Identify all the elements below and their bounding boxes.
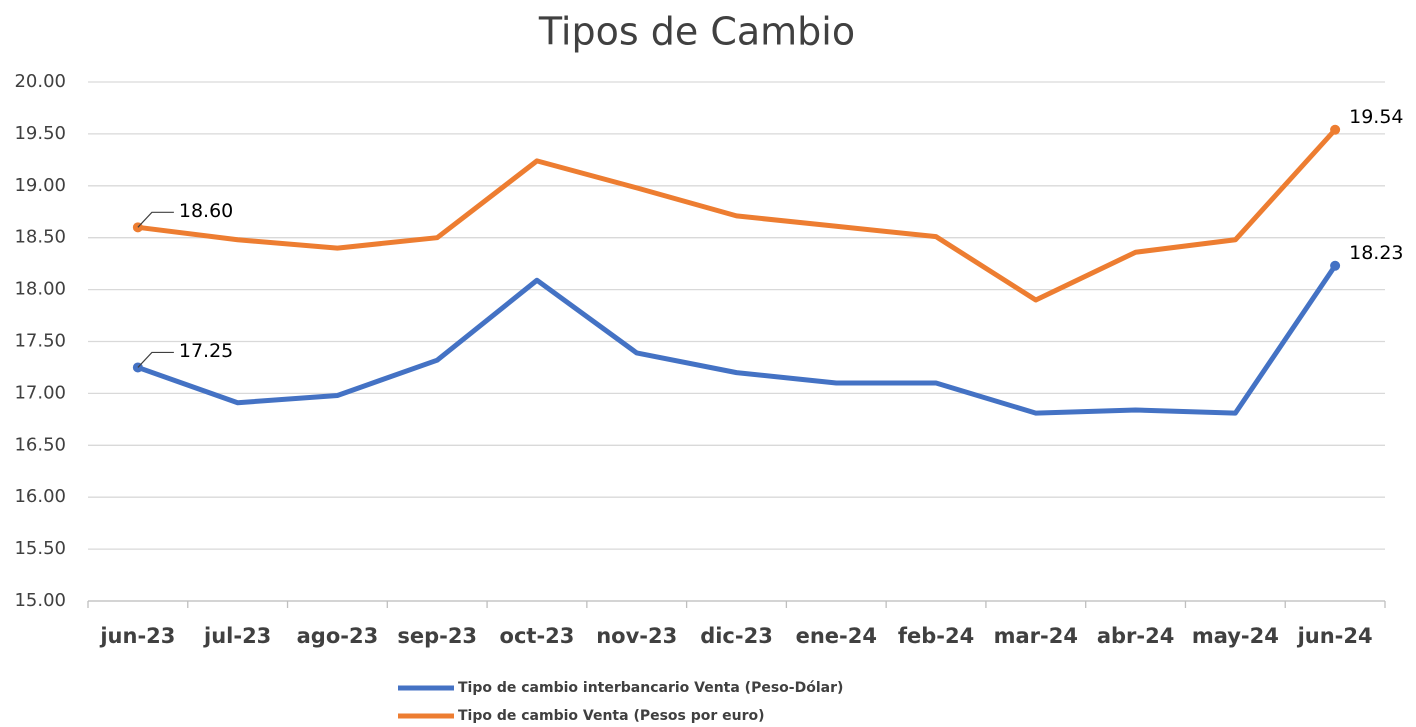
y-tick-label: 15.50 (14, 538, 66, 559)
x-tick-label: dic-23 (700, 624, 773, 648)
point-marker (1330, 124, 1341, 135)
x-tick-label: mar-24 (994, 624, 1078, 648)
y-tick-label: 18.50 (14, 227, 66, 248)
data-label: 18.23 (1349, 242, 1403, 264)
y-tick-label: 17.50 (14, 331, 66, 352)
x-tick-label: ago-23 (297, 624, 379, 648)
x-tick-label: oct-23 (500, 624, 575, 648)
y-tick-label: 19.00 (14, 175, 66, 196)
series-line (135, 127, 1338, 303)
x-tick-label: jun-24 (1297, 624, 1373, 648)
chart-title: Tipos de Cambio (538, 10, 855, 54)
x-tick-label: feb-24 (898, 624, 974, 648)
point-marker (1330, 260, 1341, 271)
x-tick-label: jul-23 (203, 624, 271, 648)
y-tick-label: 18.00 (14, 279, 66, 300)
y-tick-label: 16.00 (14, 486, 66, 507)
y-tick-label: 15.00 (14, 590, 66, 611)
data-label: 19.54 (1349, 106, 1403, 128)
label-leader (137, 211, 174, 228)
x-tick-label: jun-23 (99, 624, 175, 648)
x-tick-label: nov-23 (596, 624, 677, 648)
data-label: 17.25 (179, 340, 233, 362)
y-tick-label: 16.50 (14, 434, 66, 455)
data-label: 18.60 (179, 200, 233, 222)
legend-label: Tipo de cambio Venta (Pesos por euro) (458, 708, 765, 724)
series-line (135, 263, 1338, 416)
x-tick-label: sep-23 (397, 624, 477, 648)
legend-label: Tipo de cambio interbancario Venta (Peso… (458, 680, 843, 696)
x-tick-label: may-24 (1192, 624, 1279, 648)
label-leader (137, 351, 174, 368)
y-tick-label: 20.00 (14, 71, 66, 92)
x-tick-label: ene-24 (796, 624, 877, 648)
y-tick-label: 19.50 (14, 123, 66, 144)
x-tick-label: abr-24 (1097, 624, 1175, 648)
y-tick-label: 17.00 (14, 382, 66, 403)
